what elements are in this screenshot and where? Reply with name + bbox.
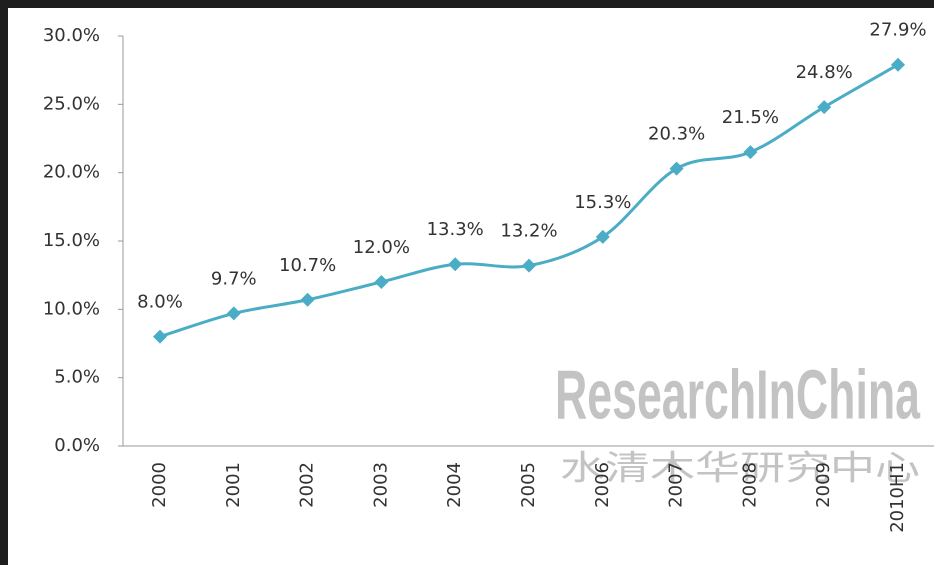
data-label: 27.9% [869,20,926,41]
data-marker [374,275,389,289]
y-tick-label: 10.0% [43,298,100,319]
x-tick-label: 2006 [592,462,613,508]
data-marker [743,145,758,160]
x-tick-label: 2001 [223,462,244,508]
y-tick-label: 5.0% [54,367,100,388]
watermark: ResearchInChina [555,355,921,433]
chart-background [8,8,934,565]
x-tick-label: 2002 [297,462,318,508]
data-label: 24.8% [796,62,853,83]
y-tick-label: 20.0% [43,162,100,183]
x-tick-label: 2005 [518,462,539,508]
data-marker [153,329,167,344]
data-marker [522,258,536,273]
data-label: 15.3% [574,192,631,213]
series-line [159,63,899,339]
watermark-subtitle: 水清木华研究中心 [560,449,920,489]
data-label: 8.0% [137,292,183,313]
data-label: 9.7% [211,268,257,289]
data-marker [448,257,463,272]
data-marker [817,100,832,115]
y-tick-label: 0.0% [54,435,100,456]
data-marker [595,229,610,244]
data-label: 13.3% [427,219,484,240]
y-tick-label: 15.0% [43,230,100,251]
data-marker [226,306,241,321]
x-tick-label: 2007 [666,462,687,508]
data-marker [300,292,315,307]
data-label: 12.0% [353,237,410,258]
x-tick-label: 2008 [739,462,760,508]
x-tick-label: 2010H1 [887,462,908,533]
data-marker [669,161,684,176]
x-tick-label: 2004 [444,462,465,508]
x-tick-label: 2003 [370,462,391,508]
data-label: 13.2% [500,221,557,242]
data-label: 20.3% [648,124,705,145]
data-marker [891,57,905,72]
data-label: 10.7% [279,255,336,276]
x-tick-label: 2000 [149,462,170,508]
y-tick-label: 30.0% [43,25,100,46]
x-tick-label: 2009 [813,462,834,508]
y-tick-label: 25.0% [43,93,100,114]
data-label: 21.5% [722,107,779,128]
